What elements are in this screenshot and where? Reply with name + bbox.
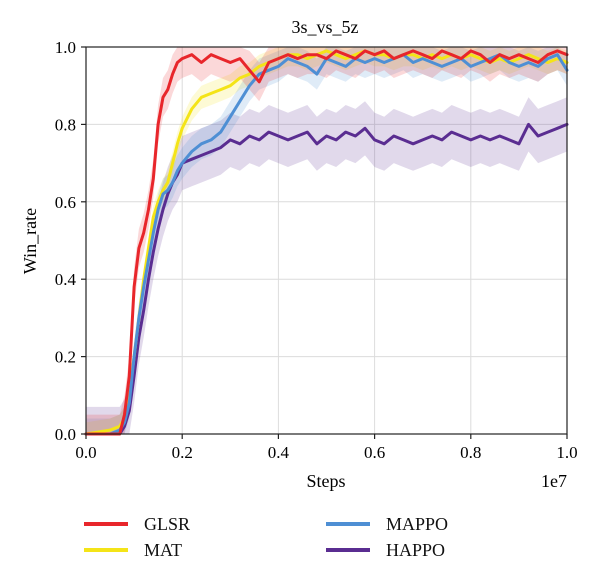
x-tick-label: 0.2 bbox=[172, 443, 193, 462]
chart-title: 3s_vs_5z bbox=[292, 17, 359, 37]
x-tick-label: 0.4 bbox=[268, 443, 290, 462]
x-tick-label: 1.0 bbox=[556, 443, 577, 462]
legend-label-mat: MAT bbox=[144, 539, 183, 560]
legend-label-mappo: MAPPO bbox=[386, 513, 449, 534]
x-axis-scale-label: 1e7 bbox=[541, 471, 567, 491]
chart: 0.0 0.2 0.4 0.6 0.8 1.0 0.0 0.2 0.4 0.6 0.8 1.0 3s_… bbox=[20, 17, 578, 491]
x-tick-label: 0.8 bbox=[460, 443, 481, 462]
legend-label-glsr: GLSR bbox=[144, 513, 191, 534]
legend-swatch-mappo bbox=[326, 522, 370, 526]
x-axis-label: Steps bbox=[306, 471, 345, 491]
confidence-bands bbox=[86, 47, 567, 435]
series-line-mappo bbox=[84, 53, 569, 436]
y-tick-label: 0.2 bbox=[55, 348, 76, 367]
legend-label-happo: HAPPO bbox=[386, 539, 446, 560]
y-tick-label: 0.4 bbox=[55, 270, 77, 289]
legend-item-mappo: MAPPO bbox=[326, 512, 448, 536]
y-tick-label: 0.0 bbox=[55, 425, 76, 444]
x-tick-label: 0.6 bbox=[364, 443, 385, 462]
legend: GLSR MAT MAPPO HAPPO bbox=[84, 510, 524, 570]
band-mappo bbox=[86, 47, 567, 434]
legend-item-mat: MAT bbox=[84, 538, 182, 562]
y-axis-label: Win_rate bbox=[20, 208, 40, 274]
y-tick-label: 0.6 bbox=[55, 193, 76, 212]
series-line-glsr bbox=[84, 49, 569, 436]
legend-swatch-mat bbox=[84, 548, 128, 552]
axis-ticks: 0.0 0.2 0.4 0.6 0.8 1.0 0.0 0.2 0.4 0.6 0.8 1.0 bbox=[55, 38, 578, 462]
band-happo bbox=[86, 97, 567, 435]
series-line-happo bbox=[84, 122, 569, 436]
plot-frame bbox=[85, 46, 568, 435]
series-lines bbox=[84, 49, 569, 436]
legend-item-glsr: GLSR bbox=[84, 512, 190, 536]
legend-swatch-happo bbox=[326, 548, 370, 552]
legend-swatch-glsr bbox=[84, 522, 128, 526]
x-tick-label: 0.0 bbox=[75, 443, 96, 462]
y-tick-label: 0.8 bbox=[55, 115, 76, 134]
legend-item-happo: HAPPO bbox=[326, 538, 445, 562]
y-tick-label: 1.0 bbox=[55, 38, 76, 57]
